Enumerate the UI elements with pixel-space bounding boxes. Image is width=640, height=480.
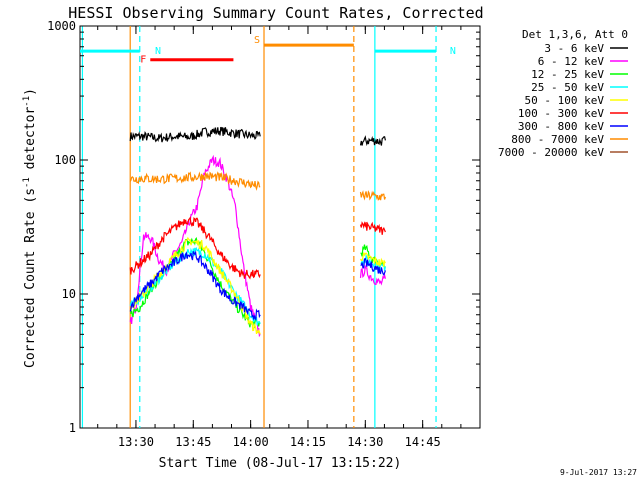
series-line-7-seg-0 [129,171,261,191]
series-line-4-seg-1 [359,252,386,267]
series-line-5-seg-1 [359,221,386,235]
series-line-7-seg-1 [359,190,386,201]
legend-label-8: 7000 - 20000 keV [498,146,604,159]
legend-label-5: 100 - 300 keV [518,107,604,120]
annotation-label-1: N [155,46,161,57]
x-tick-label-2: 14:00 [233,435,269,449]
series-line-6-seg-0 [129,250,261,321]
y-axis-label-end: ) [23,88,38,96]
y-tick-label-0: 1 [69,421,76,435]
y-axis-label: Corrected Count Rate (s-1 detector-1) [22,88,38,368]
series-line-1-seg-1 [359,264,386,286]
series-line-0-seg-1 [359,135,386,147]
y-axis-label-sup2: -1 [22,96,32,107]
legend-label-0: 3 - 6 keV [544,42,604,55]
y-axis-label-main: Corrected Count Rate (s [23,188,38,368]
chart-title: HESSI Observing Summary Count Rates, Cor… [68,4,483,22]
annotation-label-2: N [450,46,456,57]
annotation-label-3: S [254,35,260,46]
x-tick-label-0: 13:30 [118,435,154,449]
x-tick-label-1: 13:45 [175,435,211,449]
x-tick-label-4: 14:30 [347,435,383,449]
y-tick-label-2: 100 [54,153,76,167]
legend-label-1: 6 - 12 keV [538,55,605,68]
legend-label-3: 25 - 50 keV [531,81,604,94]
legend-label-6: 300 - 800 keV [518,120,604,133]
legend-label-4: 50 - 100 keV [525,94,605,107]
series-line-1-seg-0 [129,154,261,338]
annotation-label-0: F [140,55,146,66]
legend-header: Det 1,3,6, Att 0 [522,28,628,41]
x-axis-label: Start Time (08-Jul-17 13:15:22) [159,456,402,471]
y-tick-label-1: 10 [62,287,76,301]
plot-frame [79,25,481,429]
legend-label-2: 12 - 25 keV [531,68,604,81]
footer-date: 9-Jul-2017 13:27 [560,468,637,477]
series-line-5-seg-0 [129,216,261,280]
y-tick-label-3: 1000 [47,19,76,33]
y-axis-label-sup1: -1 [22,177,32,188]
series-line-0-seg-0 [129,126,261,143]
x-tick-label-3: 14:15 [290,435,326,449]
legend-label-7: 800 - 7000 keV [511,133,604,146]
series-line-6-seg-1 [360,257,386,277]
y-axis-label-mid: detector [23,107,38,178]
x-tick-label-5: 14:45 [405,435,441,449]
